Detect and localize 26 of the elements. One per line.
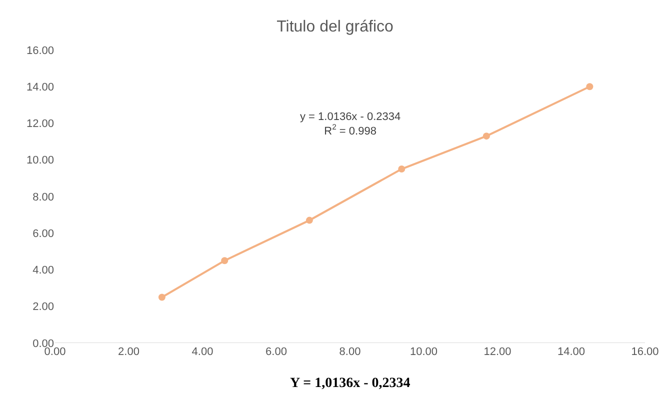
point	[221, 257, 228, 264]
y-tick-label: 10.00	[26, 154, 54, 167]
x-tick-label: 4.00	[192, 346, 214, 358]
y-tick-label: 2.00	[32, 301, 54, 314]
y-tick-label: 4.00	[32, 264, 54, 277]
y-tick-label: 12.00	[26, 118, 54, 130]
point	[398, 166, 406, 173]
x-tick-label: 8.00	[339, 346, 361, 358]
x-tick-label: 6.00	[266, 346, 287, 358]
point	[306, 216, 313, 224]
x-tick-label: 10.00	[410, 346, 438, 358]
y-tick-label: 8.00	[32, 191, 54, 204]
x-tick-label: 0.00	[44, 346, 66, 358]
text: Y = 1,0136x - 0,2334	[290, 376, 410, 391]
y-tick-label: 6.00	[32, 228, 54, 240]
chart-title: Titulo del gráfico	[276, 18, 394, 36]
point	[586, 83, 594, 90]
point	[158, 294, 166, 301]
y-tick-label: 14.00	[26, 81, 54, 94]
x-tick-label: 14.00	[557, 346, 586, 358]
annotation: y = 1.0136x - 0.2334 R$^{2}$ = 0.998	[300, 111, 401, 138]
point	[482, 132, 490, 140]
x-tick-label: 2.00	[118, 346, 140, 358]
y-tick-label: 16.00	[26, 44, 54, 57]
x-tick-label: 12.00	[484, 346, 512, 358]
x-tick-label: 16.00	[631, 346, 659, 358]
